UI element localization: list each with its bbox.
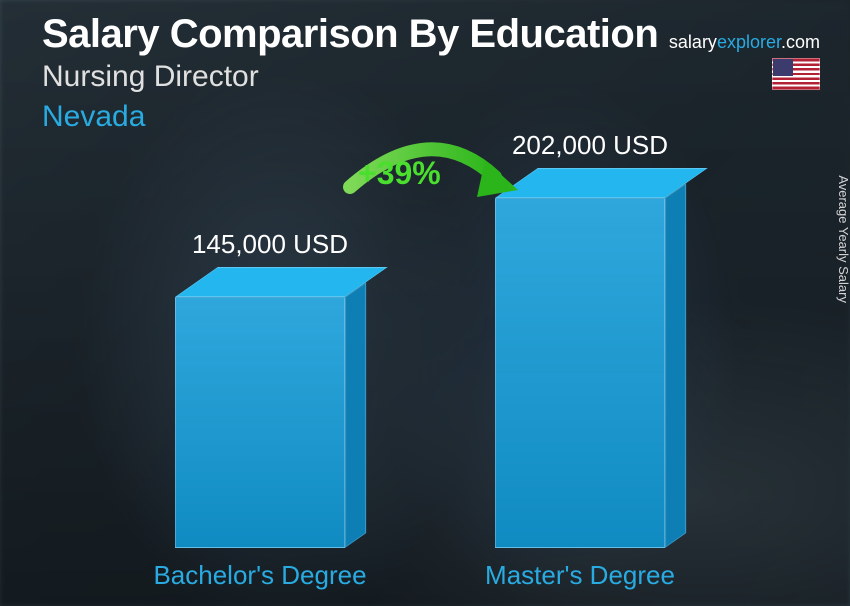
increase-percentage: +39% (358, 155, 441, 192)
bar-front (175, 297, 345, 548)
brand-part-2: explorer (717, 32, 781, 52)
job-title: Nursing Director (42, 60, 259, 94)
flag-icon (772, 58, 820, 90)
bar-0 (175, 297, 345, 548)
bar-side (665, 183, 686, 548)
bar-1 (495, 198, 665, 548)
bar-side (345, 282, 366, 548)
bar-category-label: Master's Degree (465, 560, 695, 591)
infographic-container: Salary Comparison By Education Nursing D… (0, 0, 850, 606)
bar-category-label: Bachelor's Degree (145, 560, 375, 591)
bar-value-label: 145,000 USD (165, 229, 375, 260)
location-label: Nevada (42, 100, 145, 134)
brand-watermark: salaryexplorer.com (669, 32, 820, 53)
bar-front (495, 198, 665, 548)
page-title: Salary Comparison By Education (42, 12, 658, 57)
brand-part-1: salary (669, 32, 717, 52)
brand-part-3: .com (781, 32, 820, 52)
